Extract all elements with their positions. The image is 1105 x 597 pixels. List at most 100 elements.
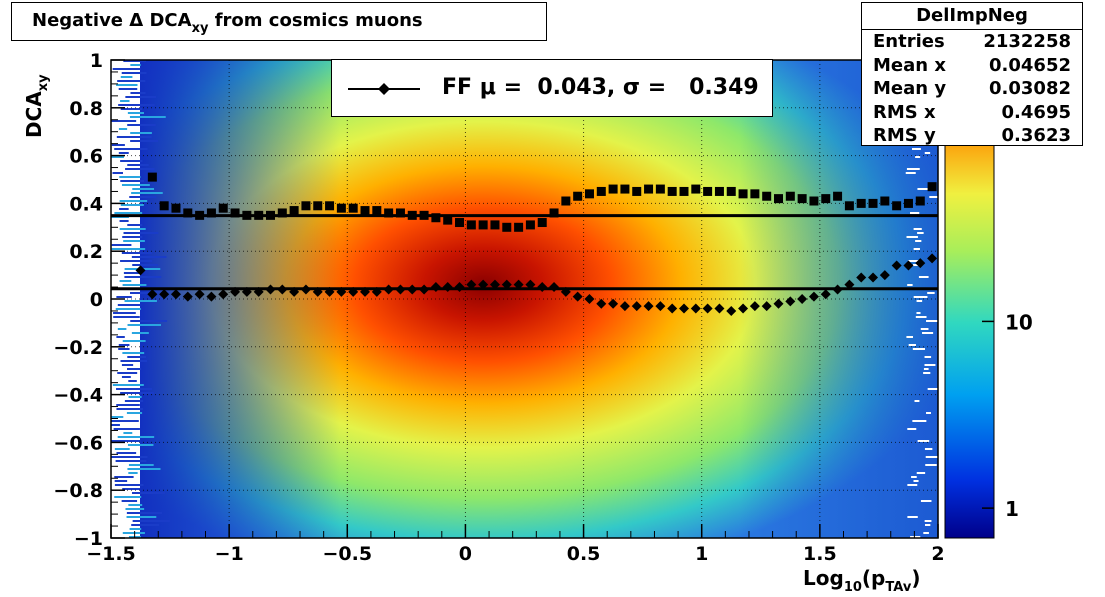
x-tick-label: 1 — [695, 543, 708, 565]
heatmap-cell — [128, 380, 137, 382]
sigma-point — [927, 182, 937, 192]
mean-point — [265, 284, 276, 295]
heatmap-cell — [126, 512, 163, 514]
heatmap-cell — [126, 516, 157, 518]
sigma-point — [833, 191, 843, 201]
heatmap-cell — [907, 428, 917, 430]
heatmap-cell — [924, 524, 931, 526]
sigma-point — [608, 184, 618, 194]
heatmap-cell — [122, 488, 141, 490]
mean-point — [360, 286, 371, 297]
sigma-point — [206, 208, 216, 218]
heatmap-cell — [923, 532, 929, 534]
mean-point — [194, 289, 205, 300]
heatmap-cell — [916, 300, 923, 302]
stats-box: DelImpNeg Entries 2132258 Mean x 0.04652 Mea… — [861, 2, 1083, 146]
sigma-point — [573, 191, 583, 201]
heatmap-cell — [926, 320, 938, 322]
sigma-point — [868, 198, 878, 208]
y-tick-label: 0.4 — [69, 193, 103, 215]
mean-point — [844, 279, 855, 290]
heatmap-cell — [916, 312, 921, 314]
xlabel-prefix: Log — [803, 566, 844, 590]
x-tick-label: −0.5 — [322, 543, 372, 565]
mean-point — [690, 303, 701, 314]
ylabel-sub: xy — [36, 74, 51, 92]
sigma-point — [762, 191, 772, 201]
heatmap-cell — [122, 236, 143, 238]
mean-point — [761, 301, 772, 312]
mean-point — [738, 303, 749, 314]
sigma-point — [348, 203, 358, 213]
heatmap-cell — [907, 284, 913, 286]
sigma-point — [703, 186, 713, 196]
heatmap-cell — [123, 432, 133, 434]
heatmap-cell — [914, 400, 920, 402]
mean-point — [903, 260, 914, 271]
heatmap-cell — [132, 520, 170, 522]
heatmap-cell — [124, 300, 157, 302]
sigma-point — [667, 186, 677, 196]
heatmap-cell — [924, 448, 933, 450]
heatmap-cell — [924, 364, 936, 366]
heatmap-cell — [129, 116, 166, 118]
mean-point — [667, 303, 678, 314]
sigma-point — [325, 201, 335, 211]
heatmap-cell — [120, 260, 153, 262]
sigma-point — [679, 186, 689, 196]
y-tick-label: 0.8 — [69, 98, 103, 120]
heatmap-cell — [918, 276, 929, 278]
sigma-point — [549, 208, 559, 218]
mean-point — [300, 284, 311, 295]
stats-title: DelImpNeg — [862, 3, 1082, 30]
mean-point — [513, 279, 524, 290]
heatmap-cell — [119, 176, 141, 178]
heatmap-cell — [114, 496, 142, 498]
heatmap-cell — [916, 472, 926, 474]
stats-rows: Entries 2132258 Mean x 0.04652 Mean y 0.03082… — [862, 30, 1082, 148]
heatmap-cell — [129, 528, 142, 530]
mean-point — [702, 303, 713, 314]
mean-point — [206, 291, 217, 302]
heatmap-cell — [121, 72, 147, 74]
mean-point — [277, 284, 288, 295]
sigma-point — [620, 184, 630, 194]
heatmap-cell — [925, 456, 938, 458]
heatmap-cell — [118, 88, 138, 90]
heatmap-cell — [130, 64, 141, 66]
stats-row: RMS y 0.3623 — [862, 124, 1082, 148]
heatmap-cell — [907, 484, 918, 486]
heatmap-cell — [118, 104, 155, 106]
stats-row: Mean x 0.04652 — [862, 54, 1082, 78]
stats-label: Mean y — [873, 78, 947, 100]
title-sub: xy — [191, 21, 209, 36]
mean-point — [773, 298, 784, 309]
heatmap-cell — [132, 264, 158, 266]
mean-point — [489, 279, 500, 290]
heatmap-cell — [119, 220, 129, 222]
heatmap-cell — [907, 516, 918, 518]
heatmap-cell — [911, 148, 921, 150]
heatmap-cell — [119, 280, 132, 282]
heatmap-cell — [122, 352, 145, 354]
heatmap-cell — [920, 328, 929, 330]
sigma-point — [183, 208, 193, 218]
sigma-point — [419, 210, 429, 220]
heatmap-cell — [125, 168, 155, 170]
heatmap-cell — [118, 152, 129, 154]
sigma-point — [277, 208, 287, 218]
heatmap-cell — [124, 400, 144, 402]
sigma-point — [384, 208, 394, 218]
mean-point — [218, 289, 229, 300]
x-tick-label: 1.5 — [803, 543, 837, 565]
sigma-point — [525, 220, 535, 230]
mean-point — [336, 286, 347, 297]
heatmap-cell — [113, 316, 140, 318]
mean-point — [808, 291, 819, 302]
mean-point — [608, 298, 619, 309]
heatmap-cell — [929, 196, 938, 198]
y-tick-label: 0.6 — [69, 146, 103, 168]
heatmap-cell — [906, 236, 918, 238]
heatmap-cell — [111, 144, 125, 146]
